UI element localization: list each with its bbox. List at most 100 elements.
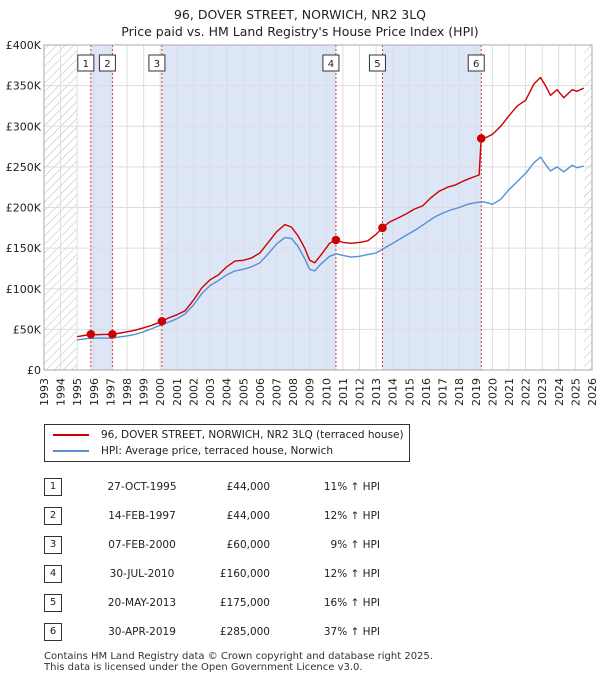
x-tick-label: 1997: [104, 378, 117, 406]
sale-date: 20-MAY-2013: [107, 596, 177, 609]
y-tick-label: £400K: [6, 39, 42, 52]
y-tick-label: £250K: [6, 161, 42, 174]
footer: Contains HM Land Registry data © Crown c…: [44, 651, 433, 673]
sale-date: 30-JUL-2010: [109, 567, 175, 580]
sale-price: £175,000: [219, 596, 270, 609]
sale-point: [476, 134, 486, 143]
table-row: 2 14-FEB-1997 £44,000 12% ↑ HPI: [44, 501, 380, 530]
sale-label-number: 2: [104, 59, 110, 70]
sale-point: [157, 316, 167, 326]
sale-point: [108, 329, 117, 339]
legend-label-price: 96, DOVER STREET, NORWICH, NR2 3LQ (terr…: [101, 429, 404, 441]
chart-title-block: 96, DOVER STREET, NORWICH, NR2 3LQ Price…: [0, 6, 600, 40]
x-tick-label: 2016: [420, 378, 433, 406]
plot-border: [43, 44, 593, 371]
x-tick-label: 2000: [154, 378, 167, 406]
table-row: 6 30-APR-2019 £285,000 37% ↑ HPI: [44, 617, 380, 646]
hpi-line: [77, 156, 584, 341]
x-tick-label: 2012: [354, 378, 367, 406]
sale-price: £285,000: [219, 625, 270, 638]
sale-hpi-change: 12% ↑ HPI: [323, 509, 380, 522]
sale-number-badge: 3: [44, 535, 62, 554]
legend-item-hpi: HPI: Average price, terraced house, Norw…: [53, 443, 333, 459]
x-tick-label: 2021: [503, 378, 516, 406]
sale-point: [378, 223, 387, 233]
x-tick-label: 2014: [387, 378, 400, 406]
sale-label-box: [467, 54, 485, 72]
x-tick-label: 2004: [221, 378, 234, 406]
x-tick-label: 2025: [569, 378, 582, 406]
table-row: 5 20-MAY-2013 £175,000 16% ↑ HPI: [44, 588, 380, 617]
sale-hpi-change: 9% ↑ HPI: [330, 538, 380, 551]
sale-price: £60,000: [226, 538, 270, 551]
sale-label-box: [77, 54, 95, 72]
sale-label-number: 3: [154, 59, 160, 70]
sale-date: 27-OCT-1995: [107, 480, 177, 493]
sale-date: 14-FEB-1997: [108, 509, 176, 522]
y-tick-label: £50K: [13, 323, 42, 336]
x-tick-label: 2018: [453, 378, 466, 406]
x-tick-label: 1993: [38, 378, 51, 406]
legend: 96, DOVER STREET, NORWICH, NR2 3LQ (terr…: [44, 424, 410, 462]
sale-number-badge: 2: [44, 506, 62, 525]
table-row: 4 30-JUL-2010 £160,000 12% ↑ HPI: [44, 559, 380, 588]
y-tick-label: £200K: [6, 202, 42, 215]
y-tick-label: £350K: [6, 80, 42, 93]
x-tick-label: 2024: [553, 378, 566, 406]
x-tick-label: 2022: [520, 378, 533, 406]
x-tick-label: 2013: [370, 378, 383, 406]
legend-label-hpi: HPI: Average price, terraced house, Norw…: [101, 445, 334, 457]
x-tick-label: 2020: [486, 378, 499, 406]
x-tick-label: 2023: [536, 378, 549, 406]
x-tick-label: 2003: [204, 378, 217, 406]
sale-label-box: [322, 54, 340, 72]
legend-item-price: 96, DOVER STREET, NORWICH, NR2 3LQ (terr…: [53, 427, 404, 443]
sale-label-number: 6: [473, 59, 479, 70]
sale-price: £160,000: [219, 567, 270, 580]
legend-swatch-price: [53, 434, 89, 436]
chart-title: 96, DOVER STREET, NORWICH, NR2 3LQ: [173, 7, 427, 22]
sale-price: £44,000: [226, 480, 270, 493]
x-tick-label: 1996: [88, 378, 101, 406]
sale-label-box: [148, 54, 166, 72]
x-tick-label: 1995: [71, 378, 84, 406]
price-chart: 1 2 3 4 5 6 £0 £50K £100K £150K £200K £250K £300K £35…: [6, 39, 599, 406]
sales-table: 1 27-OCT-1995 £44,000 11% ↑ HPI 2 14-FEB…: [44, 472, 380, 646]
x-tick-label: 2015: [403, 378, 416, 406]
y-tick-label: £0: [27, 364, 41, 377]
chart-subtitle: Price paid vs. HM Land Registry's House …: [121, 24, 479, 39]
sale-number-badge: 4: [44, 564, 62, 583]
x-tick-label: 2008: [287, 378, 300, 406]
sale-label-box: [368, 54, 386, 72]
x-tick-label: 1999: [138, 378, 151, 406]
sale-date: 30-APR-2019: [108, 625, 176, 638]
x-tick-label: 2005: [237, 378, 250, 406]
x-tick-label: 2009: [304, 378, 317, 406]
sale-number-badge: 1: [44, 477, 62, 496]
sale-date: 07-FEB-2000: [108, 538, 176, 551]
x-tick-label: 2006: [254, 378, 267, 406]
table-row: 1 27-OCT-1995 £44,000 11% ↑ HPI: [44, 472, 380, 501]
x-tick-label: 2026: [586, 378, 599, 406]
y-tick-label: £100K: [6, 283, 42, 296]
sale-label-number: 4: [328, 59, 334, 70]
sale-price: £44,000: [226, 509, 270, 522]
footer-licence: This data is licensed under the Open Gov…: [44, 662, 363, 673]
sale-hpi-change: 37% ↑ HPI: [323, 625, 380, 638]
sale-label-number: 1: [83, 59, 89, 70]
x-tick-label: 2019: [470, 378, 483, 406]
x-tick-label: 1998: [121, 378, 134, 406]
sale-hpi-change: 16% ↑ HPI: [323, 596, 380, 609]
sale-label-box: [98, 54, 116, 72]
sale-point: [86, 329, 96, 339]
table-row: 3 07-FEB-2000 £60,000 9% ↑ HPI: [44, 530, 380, 559]
sale-label-number: 5: [374, 59, 380, 70]
sale-hpi-change: 12% ↑ HPI: [323, 567, 380, 580]
y-tick-label: £150K: [6, 242, 42, 255]
x-tick-label: 2011: [337, 378, 350, 406]
x-tick-label: 1994: [55, 378, 68, 406]
y-tick-label: £300K: [6, 120, 42, 133]
sale-point: [331, 235, 341, 245]
x-tick-label: 2017: [437, 378, 450, 406]
sale-number-badge: 6: [44, 622, 62, 641]
